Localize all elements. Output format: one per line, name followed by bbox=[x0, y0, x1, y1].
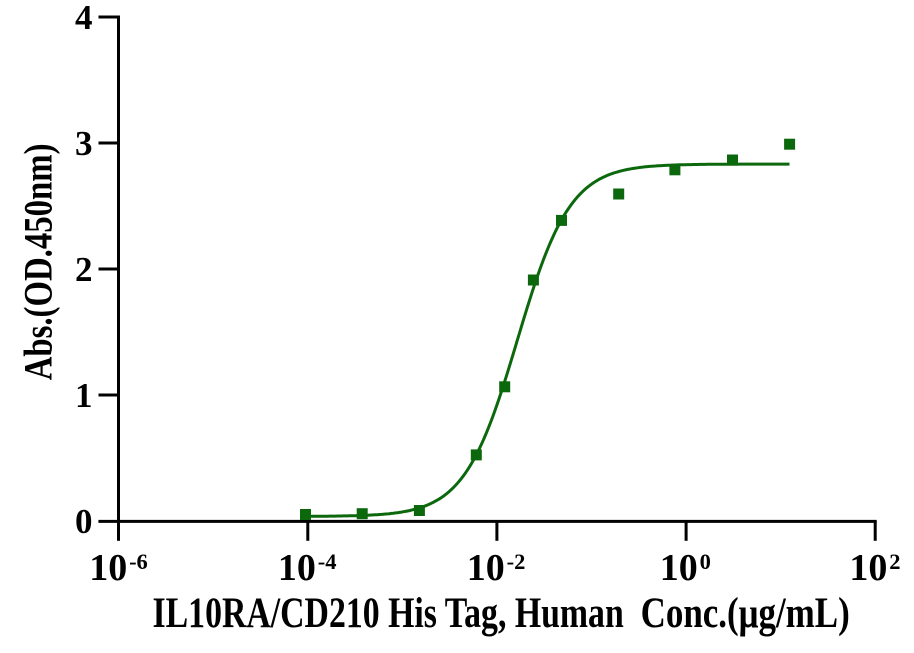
svg-text:Conc.(μg/mL): Conc.(μg/mL) bbox=[641, 588, 850, 636]
svg-text:4: 4 bbox=[75, 0, 93, 37]
svg-text:Abs.(OD.450nm): Abs.(OD.450nm) bbox=[15, 143, 60, 380]
svg-text:IL10RA/CD210 His Tag, Human: IL10RA/CD210 His Tag, Human bbox=[153, 589, 625, 637]
svg-text:0: 0 bbox=[75, 502, 93, 541]
svg-text:1: 1 bbox=[75, 376, 93, 415]
svg-text:2: 2 bbox=[75, 250, 93, 289]
svg-text:3: 3 bbox=[75, 124, 93, 163]
